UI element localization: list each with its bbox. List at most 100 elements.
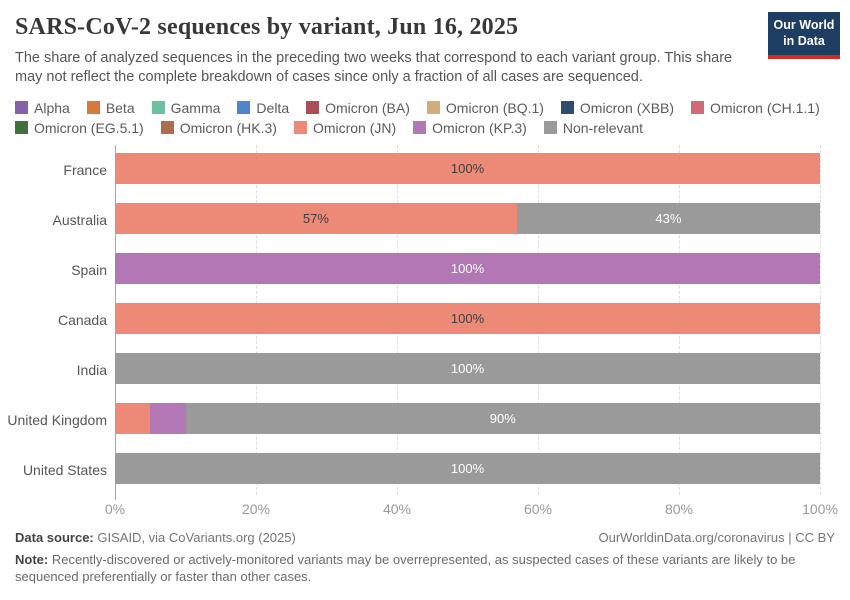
omicron-xbb-swatch-icon xyxy=(560,101,574,115)
chart-rows: France 100% Australia 57% 43% Spain 100% Canada… xyxy=(0,145,850,495)
legend-item-label: Delta xyxy=(256,99,290,116)
chart-subtitle: The share of analyzed sequences in the p… xyxy=(15,50,733,85)
bar-segment-australia-omicron-jn[interactable]: 57% xyxy=(115,202,517,234)
legend: Alpha Beta Gamma Delta Omicron (BA) Omicron (… xyxy=(15,100,850,136)
chart-note: Note: Recently-discovered or actively-mo… xyxy=(15,551,805,586)
segment-value-label: 90% xyxy=(489,410,516,426)
chart-row-france: France 100% xyxy=(0,145,850,195)
omicron-ch-1-1-swatch-icon xyxy=(691,101,705,115)
owid-logo-line1: Our World xyxy=(773,18,835,32)
chart-footer: Data source: GISAID, via CoVariants.org … xyxy=(0,520,850,586)
legend-item-beta[interactable]: Beta xyxy=(86,99,135,116)
legend-item-label: Omicron (HK.3) xyxy=(179,119,277,136)
legend-item-omicron-kp-3[interactable]: Omicron (KP.3) xyxy=(413,120,527,136)
legend-item-label: Omicron (CH.1.1) xyxy=(710,99,820,116)
legend-item-label: Omicron (JN) xyxy=(312,119,397,136)
legend-item-label: Omicron (KP.3) xyxy=(432,119,527,136)
bar-segment-united-kingdom-omicron-jn[interactable] xyxy=(115,402,151,434)
delta-swatch-icon xyxy=(237,101,251,115)
source-line: Data source: GISAID, via CoVariants.org … xyxy=(15,530,835,545)
x-tick-label-40: 40% xyxy=(382,500,412,517)
legend-item-omicron-ch-1-1[interactable]: Omicron (CH.1.1) xyxy=(691,100,820,116)
bar-united-kingdom: 90% xyxy=(115,402,820,434)
category-label-spain: Spain xyxy=(71,261,107,278)
legend-item-gamma[interactable]: Gamma xyxy=(151,99,221,116)
chart-row-canada: Canada 100% xyxy=(0,295,850,345)
x-tick-label-100: 100% xyxy=(802,500,838,517)
legend-item-label: Non-relevant xyxy=(562,119,643,136)
legend-item-label: Omicron (BA) xyxy=(325,99,410,116)
legend-item-omicron-hk-3[interactable]: Omicron (HK.3) xyxy=(160,119,277,136)
bar-segment-united-kingdom-non-relevant[interactable]: 90% xyxy=(185,402,820,434)
chart-row-united-kingdom: United Kingdom 90% xyxy=(0,395,850,445)
category-label-united-kingdom: United Kingdom xyxy=(7,411,107,428)
segment-value-label: 100% xyxy=(450,160,485,176)
bar-segment-united-states-non-relevant[interactable]: 100% xyxy=(115,452,820,484)
bar-segment-australia-non-relevant[interactable]: 43% xyxy=(516,202,820,234)
legend-item-label: Gamma xyxy=(170,99,221,116)
legend-item-omicron-eg-5-1[interactable]: Omicron (EG.5.1) xyxy=(15,120,144,136)
omicron-bq-1-swatch-icon xyxy=(426,101,440,115)
x-tick-label-20: 20% xyxy=(241,500,271,517)
legend-item-non-relevant[interactable]: Non-relevant xyxy=(543,119,643,136)
legend-item-label: Alpha xyxy=(34,99,70,116)
segment-value-label: 57% xyxy=(302,210,329,226)
owid-attribution-link[interactable]: OurWorldinData.org/coronavirus | CC BY xyxy=(598,529,835,545)
bar-segment-spain-omicron-kp-3[interactable]: 100% xyxy=(115,252,820,284)
omicron-ba-swatch-icon xyxy=(306,101,320,115)
chart-row-united-states: United States 100% xyxy=(0,445,850,495)
owid-logo-underline xyxy=(768,55,840,60)
segment-value-label: 100% xyxy=(450,310,485,326)
bar-segment-india-non-relevant[interactable]: 100% xyxy=(115,352,820,384)
category-label-canada: Canada xyxy=(57,311,107,328)
bar-spain: 100% xyxy=(115,252,820,284)
legend-row: Omicron (EG.5.1) Omicron (HK.3) Omicron (J… xyxy=(15,120,850,136)
legend-item-omicron-xbb[interactable]: Omicron (XBB) xyxy=(560,99,675,116)
legend-item-omicron-bq-1[interactable]: Omicron (BQ.1) xyxy=(426,99,544,116)
legend-item-label: Omicron (XBB) xyxy=(579,99,675,116)
beta-swatch-icon xyxy=(86,101,100,115)
chart-row-spain: Spain 100% xyxy=(0,245,850,295)
non-relevant-swatch-icon xyxy=(543,121,557,135)
stacked-bar-chart: France 100% Australia 57% 43% Spain 100% Canada… xyxy=(0,144,850,520)
category-label-france: France xyxy=(63,161,107,178)
note-label: Note: xyxy=(15,551,49,567)
bar-segment-canada-omicron-jn[interactable]: 100% xyxy=(115,302,820,334)
note-text: Recently-discovered or actively-monitore… xyxy=(15,551,796,585)
bar-united-states: 100% xyxy=(115,452,820,484)
chart-row-australia: Australia 57% 43% xyxy=(0,195,850,245)
owid-logo-text: Our World in Data xyxy=(768,12,840,56)
owid-logo-line2: in Data xyxy=(783,33,825,48)
legend-item-delta[interactable]: Delta xyxy=(237,100,289,116)
x-axis: 0% 20% 40% 60% 80% 100% xyxy=(0,497,850,519)
legend-item-label: Omicron (EG.5.1) xyxy=(34,119,144,136)
legend-item-omicron-jn[interactable]: Omicron (JN) xyxy=(293,119,397,136)
data-source-text: GISAID, via CoVariants.org (2025) xyxy=(97,529,296,545)
data-source-label: Data source: xyxy=(15,529,94,545)
chart-row-india: India 100% xyxy=(0,345,850,395)
legend-item-alpha[interactable]: Alpha xyxy=(15,100,70,116)
segment-value-label: 100% xyxy=(450,460,485,476)
omicron-jn-swatch-icon xyxy=(293,121,307,135)
legend-item-omicron-ba[interactable]: Omicron (BA) xyxy=(306,100,410,116)
legend-item-label: Omicron (BQ.1) xyxy=(445,99,544,116)
owid-logo[interactable]: Our World in Data xyxy=(768,12,840,60)
gridline-100 xyxy=(820,144,821,495)
bar-segment-united-kingdom-omicron-kp-3[interactable] xyxy=(150,402,186,434)
bar-india: 100% xyxy=(115,352,820,384)
gamma-swatch-icon xyxy=(151,101,165,115)
bar-segment-france-omicron-jn[interactable]: 100% xyxy=(115,152,820,184)
chart-header: SARS-CoV-2 sequences by variant, Jun 16,… xyxy=(0,0,850,87)
x-tick-label-80: 80% xyxy=(664,500,694,517)
bar-canada: 100% xyxy=(115,302,820,334)
segment-value-label: 43% xyxy=(655,210,682,226)
page-title: SARS-CoV-2 sequences by variant, Jun 16,… xyxy=(15,14,519,40)
legend-row: Alpha Beta Gamma Delta Omicron (BA) Omicron (… xyxy=(15,100,850,116)
category-label-australia: Australia xyxy=(52,211,107,228)
x-tick-label-0: 0% xyxy=(104,500,126,517)
x-tick-label-60: 60% xyxy=(523,500,553,517)
segment-value-label: 100% xyxy=(450,260,485,276)
legend-item-label: Beta xyxy=(105,99,135,116)
category-label-united-states: United States xyxy=(22,461,107,478)
